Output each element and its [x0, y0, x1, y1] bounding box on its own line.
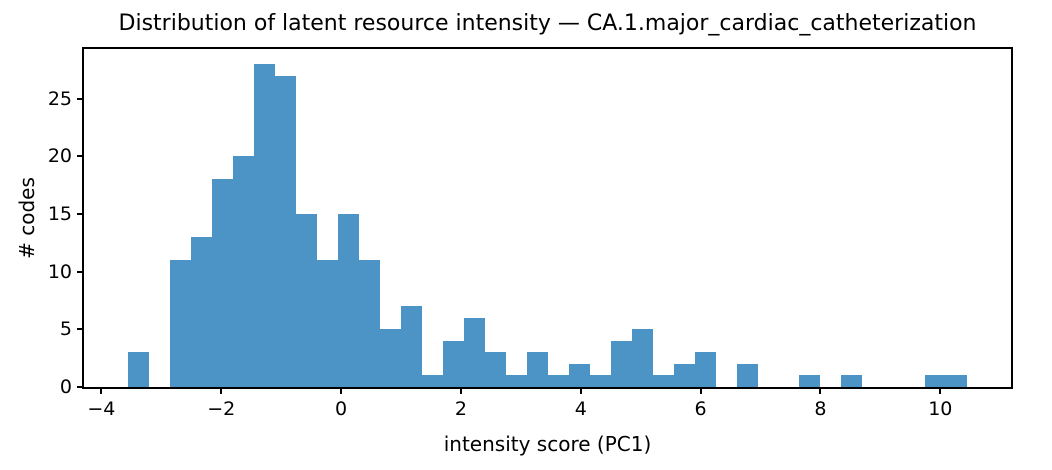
- histogram-bar: [442, 340, 464, 387]
- y-tick-label: 5: [59, 318, 72, 341]
- y-tick-label: 25: [47, 87, 72, 110]
- y-tick-mark: [77, 97, 84, 100]
- y-tick-mark: [77, 270, 84, 273]
- x-axis-label: intensity score (PC1): [443, 432, 652, 456]
- histogram-bar: [631, 329, 653, 387]
- y-axis-label: # codes: [15, 177, 39, 259]
- histogram-bar: [736, 363, 758, 387]
- x-tick-mark: [579, 387, 582, 394]
- histogram-bar: [589, 375, 611, 387]
- histogram-bar: [128, 352, 150, 387]
- histogram-bar: [526, 352, 548, 387]
- histogram-bar: [505, 375, 527, 387]
- x-tick-mark: [939, 387, 942, 394]
- y-tick-label: 20: [47, 145, 72, 168]
- histogram-bar: [610, 340, 632, 387]
- histogram-bar: [380, 329, 401, 387]
- y-tick-label: 15: [47, 202, 72, 225]
- histogram-bar: [946, 375, 968, 387]
- histogram-bar: [296, 213, 318, 387]
- x-tick-label: −2: [207, 398, 236, 420]
- histogram-bar: [799, 375, 821, 387]
- y-tick-mark: [77, 212, 84, 215]
- histogram-bar: [191, 237, 213, 387]
- x-tick-label: 6: [694, 398, 707, 420]
- y-tick-mark: [77, 386, 84, 388]
- y-tick-mark: [77, 155, 84, 158]
- y-tick-mark: [77, 328, 84, 331]
- histogram-bar: [652, 375, 674, 387]
- x-tick-label: 2: [454, 398, 467, 420]
- x-tick-label: 0: [335, 398, 348, 420]
- plot-area: −4 −2 0 2 4 6 8 10 0 5 10 15 20 25: [48, 47, 1013, 420]
- histogram-bar: [170, 260, 192, 387]
- x-tick-mark: [340, 387, 343, 394]
- histogram-bar: [212, 179, 234, 387]
- histogram-bar: [233, 156, 255, 387]
- x-tick-mark: [819, 387, 822, 394]
- y-tick-label: 0: [59, 376, 72, 398]
- histogram-bar: [694, 352, 716, 387]
- chart-title: Distribution of latent resource intensit…: [118, 11, 977, 36]
- histogram-bar: [359, 260, 380, 387]
- histogram-bar: [484, 352, 506, 387]
- histogram-bar: [463, 317, 485, 387]
- histogram-bar: [275, 75, 297, 387]
- histogram-bar: [254, 64, 276, 387]
- histogram-bar: [317, 260, 339, 387]
- histogram-bar: [841, 375, 863, 387]
- x-tick-mark: [220, 387, 223, 394]
- histogram-bar: [925, 375, 947, 387]
- x-tick-mark: [459, 387, 462, 394]
- histogram-bar: [338, 213, 360, 387]
- x-tick-mark: [100, 387, 103, 394]
- histogram-bar: [673, 363, 695, 387]
- x-tick-mark: [699, 387, 702, 394]
- histogram-bar: [568, 363, 590, 387]
- y-tick-label: 10: [47, 260, 72, 283]
- histogram-bar: [547, 375, 569, 387]
- x-tick-label: −4: [87, 398, 116, 420]
- x-tick-label: 8: [814, 398, 827, 420]
- histogram-bar: [400, 306, 422, 387]
- histogram-bar: [421, 375, 443, 387]
- x-tick-label: 10: [928, 398, 953, 420]
- x-tick-label: 4: [574, 398, 587, 420]
